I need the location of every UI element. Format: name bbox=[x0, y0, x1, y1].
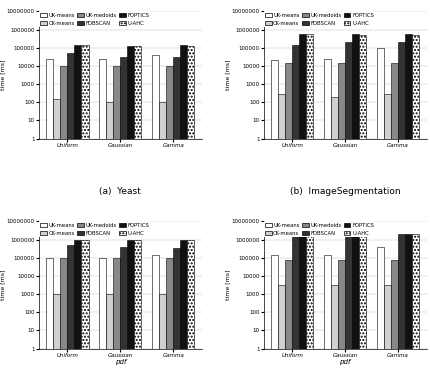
Legend: UK-means, CK-means, UK-medoids, FDBSCAN, FOPTICS, U-AHC: UK-means, CK-means, UK-medoids, FDBSCAN,… bbox=[263, 221, 375, 237]
Bar bbox=[323, 59, 330, 379]
Bar bbox=[106, 294, 113, 379]
Bar bbox=[383, 285, 390, 379]
Bar bbox=[60, 66, 67, 379]
Bar bbox=[306, 34, 313, 379]
Bar bbox=[390, 260, 397, 379]
Bar bbox=[411, 234, 418, 379]
Bar bbox=[166, 258, 173, 379]
X-axis label: pdf: pdf bbox=[339, 359, 350, 365]
Bar bbox=[292, 45, 299, 379]
Text: (b)  ImageSegmentation: (b) ImageSegmentation bbox=[289, 187, 399, 196]
Bar bbox=[134, 240, 141, 379]
Bar bbox=[166, 66, 173, 379]
Bar bbox=[152, 55, 159, 379]
Bar bbox=[159, 102, 166, 379]
Bar bbox=[285, 260, 292, 379]
Bar bbox=[127, 240, 134, 379]
Bar bbox=[113, 66, 120, 379]
Bar bbox=[60, 258, 67, 379]
Bar bbox=[81, 45, 88, 379]
Bar bbox=[351, 34, 359, 379]
Bar bbox=[344, 234, 351, 379]
Bar bbox=[351, 234, 359, 379]
Bar bbox=[46, 258, 53, 379]
Bar bbox=[173, 248, 180, 379]
Text: (a)  Yeast: (a) Yeast bbox=[99, 187, 141, 196]
Bar bbox=[338, 63, 344, 379]
Bar bbox=[330, 97, 338, 379]
Bar bbox=[292, 234, 299, 379]
Bar bbox=[173, 57, 180, 379]
Y-axis label: time [ms]: time [ms] bbox=[224, 270, 230, 300]
Bar bbox=[359, 234, 366, 379]
Bar bbox=[99, 258, 106, 379]
Legend: UK-means, CK-means, UK-medoids, FDBSCAN, FOPTICS, U-AHC: UK-means, CK-means, UK-medoids, FDBSCAN,… bbox=[39, 221, 150, 237]
Bar bbox=[53, 99, 60, 379]
Y-axis label: time [ms]: time [ms] bbox=[0, 270, 5, 300]
Bar bbox=[127, 46, 134, 379]
Bar bbox=[397, 234, 404, 379]
Bar bbox=[152, 255, 159, 379]
Bar bbox=[270, 60, 277, 379]
Bar bbox=[53, 294, 60, 379]
Bar bbox=[277, 94, 285, 379]
X-axis label: pdf: pdf bbox=[114, 359, 126, 365]
Bar bbox=[323, 255, 330, 379]
Bar bbox=[46, 59, 53, 379]
Bar bbox=[187, 240, 194, 379]
Legend: UK-means, CK-means, UK-medoids, FDBSCAN, FOPTICS, U-AHC: UK-means, CK-means, UK-medoids, FDBSCAN,… bbox=[263, 11, 375, 27]
Bar bbox=[376, 48, 383, 379]
Bar bbox=[67, 245, 74, 379]
Bar bbox=[404, 234, 411, 379]
Bar bbox=[383, 94, 390, 379]
Bar bbox=[134, 46, 141, 379]
Bar bbox=[404, 34, 411, 379]
Bar bbox=[359, 35, 366, 379]
Bar bbox=[159, 294, 166, 379]
Y-axis label: time [ms]: time [ms] bbox=[0, 60, 5, 90]
Bar bbox=[180, 45, 187, 379]
Bar bbox=[285, 63, 292, 379]
Bar bbox=[106, 102, 113, 379]
Bar bbox=[113, 258, 120, 379]
Bar bbox=[120, 247, 127, 379]
Bar bbox=[67, 53, 74, 379]
Bar bbox=[120, 57, 127, 379]
Bar bbox=[180, 240, 187, 379]
Bar bbox=[187, 46, 194, 379]
Legend: UK-means, CK-means, UK-medoids, FDBSCAN, FOPTICS, U-AHC: UK-means, CK-means, UK-medoids, FDBSCAN,… bbox=[39, 11, 150, 27]
Bar bbox=[344, 42, 351, 379]
Bar bbox=[306, 234, 313, 379]
Bar bbox=[74, 45, 81, 379]
Bar bbox=[270, 255, 277, 379]
Bar bbox=[99, 59, 106, 379]
Bar bbox=[81, 240, 88, 379]
Bar bbox=[74, 240, 81, 379]
Y-axis label: time [ms]: time [ms] bbox=[224, 60, 230, 90]
Bar bbox=[330, 285, 338, 379]
Bar bbox=[390, 63, 397, 379]
Bar bbox=[299, 234, 306, 379]
Bar bbox=[338, 260, 344, 379]
Bar bbox=[376, 247, 383, 379]
Bar bbox=[411, 35, 418, 379]
Bar bbox=[277, 285, 285, 379]
Bar bbox=[397, 42, 404, 379]
Bar bbox=[299, 34, 306, 379]
